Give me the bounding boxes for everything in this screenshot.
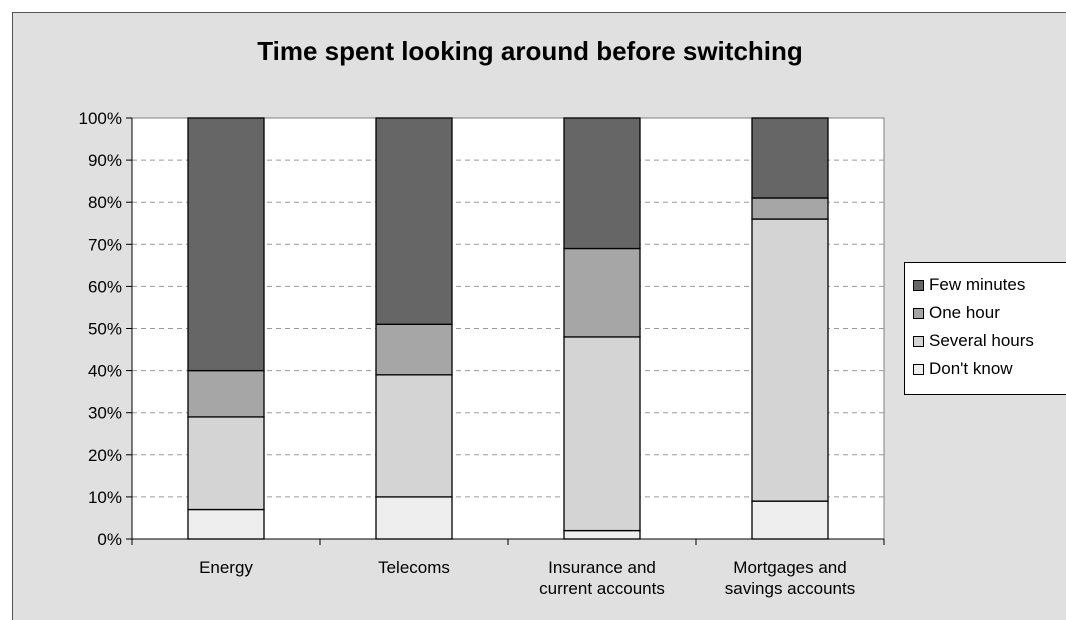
x-tick-labels: Energy Telecoms Insurance and current accou… <box>199 558 855 598</box>
y-tick-label: 0% <box>97 530 122 549</box>
bar-segment <box>375 323 453 376</box>
legend-label: Several hours <box>929 331 1034 350</box>
y-tick-label: 100% <box>79 109 122 128</box>
y-tick-label: 90% <box>88 151 122 170</box>
legend-item: Several hours <box>913 329 1034 353</box>
bar-segment <box>187 416 265 511</box>
bar-segment <box>751 117 829 199</box>
legend-swatch <box>913 363 924 375</box>
x-tick-label: Mortgages and savings accounts <box>725 558 855 598</box>
legend-item: One hour <box>913 301 1000 325</box>
y-tick-label: 60% <box>88 277 122 296</box>
bar-segment <box>563 529 641 540</box>
legend-item: Few minutes <box>913 273 1025 297</box>
y-tick-label: 50% <box>88 320 122 339</box>
bar-segment <box>187 369 265 418</box>
bar-segment <box>375 374 453 498</box>
legend-item: Don't know <box>913 357 1013 381</box>
legend-label: One hour <box>929 303 1000 322</box>
y-tick-labels: 0% 10% 20% 30% 40% 50% 60% 70% 80% 90% 100% <box>79 109 122 549</box>
legend: Few minutes One hour Several hours Don't kn… <box>904 262 1066 395</box>
legend-swatch <box>913 307 924 319</box>
x-tick-label: Energy <box>199 558 253 577</box>
bar-segment <box>187 508 265 540</box>
bar-segment <box>751 500 829 540</box>
y-tick-label: 20% <box>88 446 122 465</box>
chart-title: Time spent looking around before switchi… <box>257 36 803 66</box>
axes <box>126 117 885 545</box>
x-tick-label: Telecoms <box>378 558 450 577</box>
bars <box>187 117 829 540</box>
bar-segment <box>563 336 641 532</box>
y-tick-label: 80% <box>88 193 122 212</box>
y-tick-label: 30% <box>88 404 122 423</box>
bar-segment <box>563 117 641 250</box>
legend-swatch <box>913 279 924 291</box>
bar-segment <box>563 247 641 338</box>
legend-label: Few minutes <box>929 275 1026 294</box>
bar-segment <box>375 496 453 540</box>
legend-label: Don't know <box>929 359 1013 378</box>
y-tick-label: 10% <box>88 488 122 507</box>
bar-segment <box>751 197 829 220</box>
bar-segment <box>375 117 453 325</box>
bar-segment <box>187 117 265 372</box>
x-tick-label: Insurance and current accounts <box>539 558 665 598</box>
bar-segment <box>751 218 829 502</box>
y-tick-label: 40% <box>88 362 122 381</box>
y-tick-label: 70% <box>88 235 122 254</box>
legend-swatch <box>913 335 924 347</box>
